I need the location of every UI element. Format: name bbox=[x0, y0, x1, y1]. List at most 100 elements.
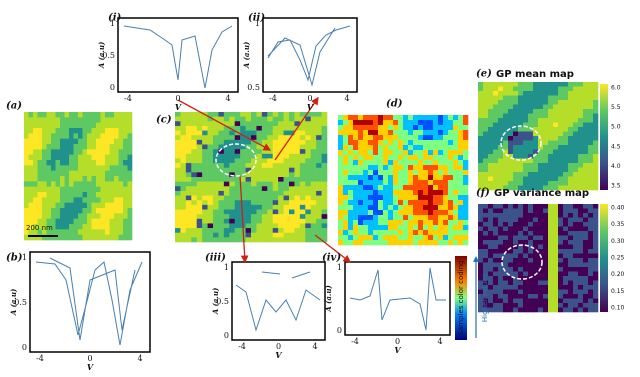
map-cell bbox=[578, 123, 583, 128]
map-cell bbox=[191, 196, 197, 201]
map-cell bbox=[33, 208, 38, 214]
map-cell bbox=[528, 181, 533, 186]
map-cell bbox=[563, 299, 568, 304]
map-cell bbox=[87, 139, 92, 145]
map-cell bbox=[83, 160, 88, 166]
map-cell bbox=[558, 114, 563, 119]
map-cell bbox=[553, 308, 558, 313]
map-cell bbox=[363, 225, 368, 230]
map-cell bbox=[186, 121, 192, 126]
map-cell bbox=[47, 181, 52, 187]
map-cell bbox=[493, 168, 498, 173]
map-cell bbox=[273, 182, 279, 187]
map-cell bbox=[403, 190, 408, 195]
map-cell bbox=[428, 215, 433, 220]
map-cell bbox=[433, 180, 438, 185]
map-cell bbox=[593, 222, 598, 227]
map-cell bbox=[588, 96, 593, 101]
map-cell bbox=[428, 185, 433, 190]
map-cell bbox=[284, 214, 290, 219]
map-cell bbox=[294, 145, 300, 150]
map-cell bbox=[267, 228, 273, 233]
map-cell bbox=[353, 155, 358, 160]
map-cell bbox=[428, 115, 433, 120]
map-cell bbox=[518, 209, 523, 214]
map-cell bbox=[101, 128, 106, 134]
map-cell bbox=[284, 186, 290, 191]
map-cell bbox=[284, 205, 290, 210]
map-cell bbox=[105, 144, 110, 150]
map-cell bbox=[378, 135, 383, 140]
map-cell bbox=[267, 158, 273, 163]
map-cell bbox=[403, 115, 408, 120]
map-cell bbox=[74, 112, 79, 118]
map-cell bbox=[311, 149, 317, 154]
map-cell bbox=[478, 227, 483, 232]
map-cell bbox=[548, 163, 553, 168]
map-cell bbox=[123, 235, 128, 241]
map-cell bbox=[60, 128, 65, 134]
map-cell bbox=[568, 181, 573, 186]
map-cell bbox=[493, 213, 498, 218]
map-cell bbox=[593, 118, 598, 123]
map-cell bbox=[240, 163, 246, 168]
map-cell bbox=[433, 185, 438, 190]
map-cell bbox=[348, 150, 353, 155]
map-cell bbox=[262, 214, 268, 219]
map-cell bbox=[488, 136, 493, 141]
map-cell bbox=[413, 125, 418, 130]
map-cell bbox=[558, 118, 563, 123]
map-cell bbox=[197, 163, 203, 168]
map-cell bbox=[548, 281, 553, 286]
map-cell bbox=[128, 149, 133, 155]
map-cell bbox=[78, 165, 83, 171]
map-cell bbox=[508, 240, 513, 245]
map-cell bbox=[175, 214, 181, 219]
map-cell bbox=[568, 209, 573, 214]
map-cell bbox=[358, 180, 363, 185]
map-cell bbox=[503, 105, 508, 110]
map-cell bbox=[438, 230, 443, 235]
map-cell bbox=[568, 272, 573, 277]
map-cell bbox=[83, 203, 88, 209]
map-cell bbox=[191, 140, 197, 145]
map-cell bbox=[208, 135, 214, 140]
map-cell bbox=[558, 231, 563, 236]
map-cell bbox=[513, 172, 518, 177]
map-cell bbox=[114, 213, 119, 219]
map-cell bbox=[563, 145, 568, 150]
map-cell bbox=[558, 123, 563, 128]
map-cell bbox=[316, 205, 322, 210]
map-cell bbox=[453, 205, 458, 210]
map-cell bbox=[51, 123, 56, 129]
map-cell bbox=[105, 197, 110, 203]
map-cell bbox=[218, 131, 224, 136]
panel-title: GP mean map bbox=[496, 69, 574, 80]
map-cell bbox=[69, 192, 74, 198]
map-cell bbox=[573, 168, 578, 173]
map-cell bbox=[493, 177, 498, 182]
map-cell bbox=[448, 190, 453, 195]
map-cell bbox=[498, 303, 503, 308]
map-cell bbox=[186, 149, 192, 154]
map-cell bbox=[278, 233, 284, 238]
map-cell bbox=[65, 187, 70, 193]
map-cell bbox=[316, 228, 322, 233]
map-cell bbox=[488, 96, 493, 101]
map-cell bbox=[583, 114, 588, 119]
map-cell bbox=[478, 258, 483, 263]
map-cell bbox=[378, 180, 383, 185]
map-cell bbox=[278, 121, 284, 126]
map-cell bbox=[114, 171, 119, 177]
map-cell bbox=[24, 187, 29, 193]
map-cell bbox=[208, 145, 214, 150]
map-cell bbox=[202, 140, 208, 145]
map-cell bbox=[588, 290, 593, 295]
map-cell bbox=[305, 168, 311, 173]
map-cell bbox=[47, 160, 52, 166]
map-cell bbox=[289, 182, 295, 187]
map-cell bbox=[33, 181, 38, 187]
map-cell bbox=[289, 172, 295, 177]
map-cell bbox=[558, 168, 563, 173]
map-cell bbox=[413, 195, 418, 200]
